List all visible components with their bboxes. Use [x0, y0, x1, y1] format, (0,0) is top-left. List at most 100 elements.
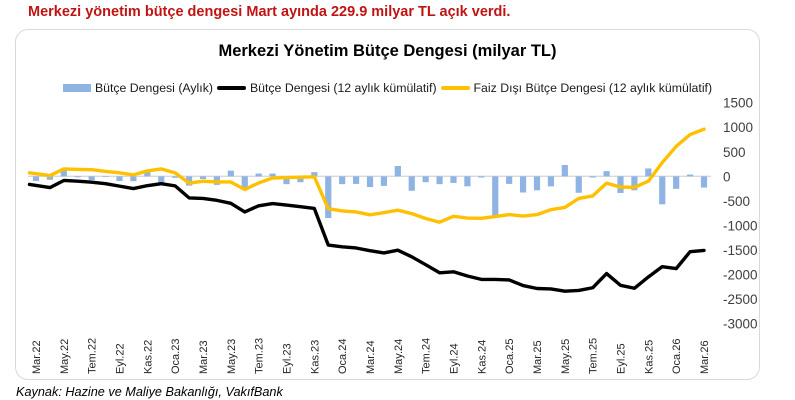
bar-Haz.24: [408, 176, 415, 191]
x-tick-Tem.24: Tem.24: [421, 338, 433, 374]
bar-Eki.25: [631, 176, 638, 191]
chart-legend: Bütçe Dengesi (Aylık) Bütçe Dengesi (12 …: [16, 81, 759, 95]
bar-May.25: [561, 165, 568, 177]
bar-Oca.24: [339, 176, 346, 185]
x-axis-labels: Mar.22 May.22 Tem.22 Eyl.22 Kas.22 Oca.23 Mar.…: [31, 338, 711, 374]
x-tick-Oca.24: Oca.24: [337, 339, 349, 374]
x-tick-Tem.23: Tem.23: [254, 338, 266, 374]
y-tick--2500: -2500: [723, 292, 758, 307]
bar-Eyl.23: [283, 176, 290, 185]
bar-Haz.25: [575, 176, 582, 193]
x-tick-Kas.24: Kas.24: [476, 340, 488, 374]
bar-series-monthly-balance: [32, 165, 708, 219]
x-tick-May.22: May.22: [59, 339, 71, 374]
bar-Ara.22: [158, 176, 165, 183]
bar-Eki.23: [297, 176, 304, 183]
bar-Nis.25: [547, 176, 555, 187]
bar-Tem.23: [255, 173, 262, 177]
y-tick-500: 500: [723, 145, 746, 160]
bar-Kas.22: [144, 171, 151, 177]
x-tick-May.23: May.23: [226, 339, 238, 374]
bar-Oca.25: [506, 176, 513, 184]
bar-Mar.24: [366, 176, 374, 188]
bar-Tem.22: [88, 176, 95, 180]
y-tick-0: 0: [723, 169, 731, 184]
bar-Ara.23: [325, 176, 332, 219]
bar-Ağu.23: [269, 173, 276, 177]
chart-title: Merkezi Yönetim Bütçe Dengesi (milyar TL…: [218, 42, 557, 60]
legend-label-cumulative: Bütçe Dengesi (12 aylık kümülatif): [249, 81, 437, 95]
bar-Mar.22: [32, 176, 40, 181]
bar-Haz.22: [74, 176, 81, 178]
y-tick-1500: 1500: [723, 96, 753, 111]
x-tick-Kas.25: Kas.25: [643, 340, 655, 374]
y-axis-labels: 1500 1000 500 0 -500 -1000 -1500 -2000 -2500 -300…: [723, 96, 758, 332]
legend-bar-swatch: [62, 84, 91, 92]
x-tick-Tem.22: Tem.22: [87, 338, 99, 374]
x-tick-Mar.26: Mar.26: [699, 340, 711, 374]
bar-Kas.24: [478, 176, 485, 178]
bar-Oca.23: [172, 176, 179, 178]
legend-label-primary: Faiz Dışı Bütçe Dengesi (12 aylık kümüla…: [473, 81, 713, 95]
bar-Mar.25: [533, 176, 541, 191]
bar-Şub.24: [352, 176, 360, 184]
x-tick-Oca.23: Oca.23: [170, 339, 182, 374]
line-primary-balance: [27, 127, 706, 224]
x-tick-Kas.22: Kas.22: [142, 340, 154, 374]
bar-Ara.24: [492, 176, 499, 216]
y-tick--2000: -2000: [723, 268, 758, 283]
bar-Şub.23: [185, 176, 193, 186]
legend-yellow-line-swatch: [440, 86, 470, 90]
x-tick-Kas.23: Kas.23: [309, 340, 321, 374]
bar-Tem.24: [422, 176, 429, 183]
bar-May.24: [394, 165, 401, 177]
legend-label-monthly: Bütçe Dengesi (Aylık): [94, 81, 213, 95]
x-tick-Eyl.22: Eyl.22: [115, 343, 127, 374]
y-tick--1000: -1000: [723, 218, 758, 233]
bar-Nis.22: [46, 176, 54, 180]
source-note: Kaynak: Hazine ve Maliye Bakanlığı, Vakı…: [16, 385, 283, 399]
bar-Eyl.25: [617, 176, 624, 193]
x-tick-Eyl.24: Eyl.24: [449, 343, 461, 374]
legend-item-monthly: Bütçe Dengesi (Aylık): [62, 81, 213, 95]
bar-Ağu.22: [102, 176, 109, 178]
bar-Ağu.25: [603, 171, 610, 177]
bar-Eyl.22: [116, 176, 123, 181]
x-tick-Mar.22: Mar.22: [31, 340, 43, 374]
x-tick-Mar.25: Mar.25: [532, 340, 544, 374]
bar-May.22: [60, 170, 67, 177]
x-tick-Oca.25: Oca.25: [504, 339, 516, 374]
bar-Mar.26: [700, 176, 708, 188]
x-tick-Eyl.25: Eyl.25: [616, 343, 628, 374]
x-tick-Eyl.23: Eyl.23: [282, 343, 294, 374]
bar-Şub.25: [519, 176, 527, 193]
bar-Haz.23: [241, 176, 248, 189]
x-tick-May.25: May.25: [560, 339, 572, 374]
bar-May.23: [227, 170, 234, 177]
bar-Eki.24: [464, 176, 471, 187]
x-tick-Oca.26: Oca.26: [671, 339, 683, 374]
legend-black-line-swatch: [216, 86, 246, 90]
chart-card: Merkezi Yönetim Bütçe Dengesi (milyar TL…: [15, 29, 760, 380]
bar-Mar.23: [199, 176, 207, 179]
bar-Ağu.24: [436, 176, 443, 185]
y-tick--500: -500: [723, 194, 750, 209]
x-tick-May.24: May.24: [393, 339, 405, 374]
y-tick--3000: -3000: [723, 317, 758, 332]
bar-Eki.22: [130, 176, 137, 182]
y-tick--1500: -1500: [723, 243, 758, 258]
headline: Merkezi yönetim bütçe dengesi Mart ayınd…: [28, 4, 511, 20]
legend-item-cumulative: Bütçe Dengesi (12 aylık kümülatif): [216, 81, 437, 95]
bar-Kas.25: [645, 168, 652, 177]
bar-Eyl.24: [450, 176, 457, 183]
bar-Tem.25: [589, 176, 596, 178]
x-tick-Mar.24: Mar.24: [365, 340, 377, 374]
y-tick-1000: 1000: [723, 120, 753, 135]
bar-Kas.23: [311, 172, 318, 177]
line-total-balance: [27, 178, 706, 293]
bar-Ara.25: [659, 176, 666, 205]
x-tick-Mar.23: Mar.23: [198, 340, 210, 374]
legend-item-primary: Faiz Dışı Bütçe Dengesi (12 aylık kümüla…: [440, 81, 713, 95]
